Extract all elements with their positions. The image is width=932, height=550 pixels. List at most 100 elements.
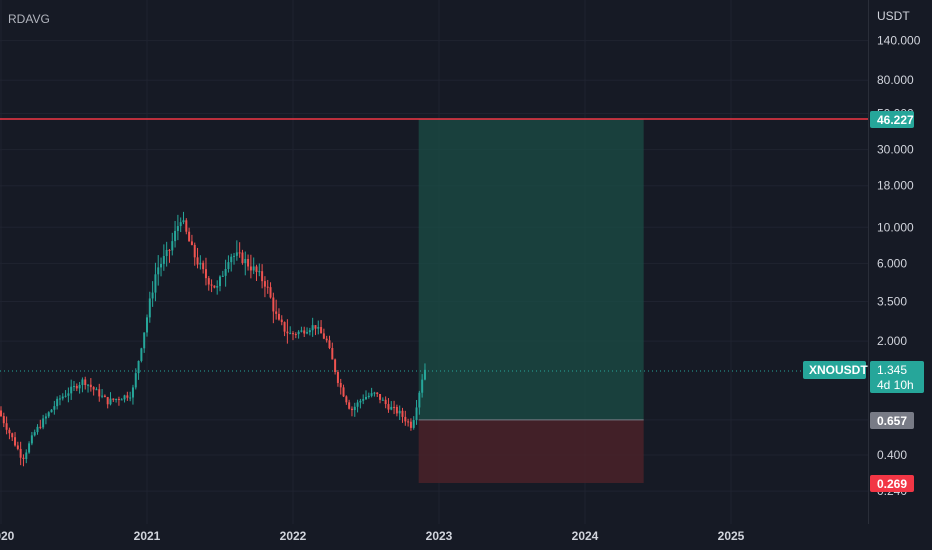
- candle-body: [16, 445, 19, 449]
- candle-body: [336, 372, 339, 383]
- entry-price-badge[interactable]: [870, 412, 914, 429]
- candle-body: [348, 402, 351, 409]
- candle-body: [120, 399, 123, 401]
- candle-body: [308, 330, 311, 333]
- profit-zone[interactable]: [418, 119, 644, 420]
- candle-body: [249, 266, 252, 271]
- candle-body: [334, 359, 337, 373]
- candle-body: [193, 244, 196, 258]
- loss-zone[interactable]: [418, 419, 644, 483]
- candle-body: [123, 395, 126, 400]
- candle-body: [171, 241, 174, 251]
- candle-body: [258, 271, 261, 273]
- candle-body: [73, 385, 75, 387]
- candle-body: [401, 410, 404, 417]
- candle-body: [219, 276, 221, 287]
- candle-body: [131, 387, 134, 398]
- candle-body: [44, 416, 47, 419]
- candle-body: [342, 387, 345, 397]
- candle-body: [328, 340, 331, 349]
- candle-body: [182, 220, 185, 223]
- candle-body: [185, 220, 188, 232]
- candle-body: [58, 398, 61, 400]
- position-zones: [418, 119, 644, 483]
- candle-body: [353, 406, 356, 411]
- candle-body: [244, 259, 247, 264]
- candle-body: [261, 271, 264, 282]
- candle-body: [263, 281, 266, 287]
- stop-price-value: 0.269: [877, 477, 907, 491]
- x-tick-label: 2021: [134, 529, 161, 543]
- candle-body: [387, 404, 390, 410]
- source-label: RDAVG: [8, 12, 50, 26]
- candle-body: [89, 384, 92, 388]
- candle-body: [25, 452, 28, 459]
- candle-body: [67, 393, 70, 396]
- candle-body: [36, 426, 39, 433]
- candle-body: [404, 416, 407, 422]
- candle-body: [317, 327, 320, 329]
- candle-body: [202, 262, 205, 270]
- candle-body: [78, 384, 81, 389]
- candle-body: [367, 395, 370, 397]
- target-price-badge[interactable]: [870, 111, 914, 128]
- candle-body: [409, 421, 412, 428]
- target-price-value: 46.227: [877, 113, 914, 127]
- candle-body: [126, 395, 129, 398]
- candle-body: [252, 266, 255, 271]
- candle-body: [350, 408, 353, 411]
- candle-body: [143, 332, 146, 349]
- candle-body: [154, 274, 157, 293]
- y-tick-label: 140.000: [877, 34, 921, 48]
- candle-body: [230, 256, 233, 263]
- candle-body: [190, 241, 193, 245]
- candle-body: [289, 333, 292, 335]
- y-tick-label: 0.400: [877, 448, 907, 462]
- stop-price-badge[interactable]: [870, 475, 914, 492]
- candle-body: [362, 399, 365, 401]
- candle-body: [47, 412, 50, 417]
- candle-body: [381, 399, 384, 401]
- candle-body: [376, 392, 379, 394]
- x-tick-label: 2022: [280, 529, 307, 543]
- candle-body: [423, 369, 426, 380]
- candle-body: [339, 382, 342, 388]
- x-tick-label: 2025: [718, 529, 745, 543]
- y-tick-label: 2.000: [877, 334, 907, 348]
- candle-body: [160, 263, 163, 268]
- candle-body: [30, 435, 33, 444]
- candle-body: [14, 437, 17, 446]
- candle-body: [39, 426, 42, 428]
- candle-body: [283, 322, 286, 332]
- candle-body: [398, 410, 401, 414]
- candle-body: [103, 395, 106, 398]
- candle-body: [365, 396, 367, 400]
- candle-body: [33, 432, 36, 436]
- candle-body: [393, 406, 396, 408]
- candle-body: [221, 275, 224, 277]
- symbol-badge[interactable]: [803, 361, 866, 379]
- x-tick-label: 2024: [572, 529, 599, 543]
- candle-body: [174, 230, 177, 242]
- candle-body: [213, 285, 216, 288]
- y-tick-label: 80.000: [877, 73, 914, 87]
- candle-body: [0, 410, 2, 417]
- candle-body: [356, 402, 359, 407]
- candle-body: [56, 398, 59, 407]
- candle-body: [294, 334, 297, 336]
- candle-body: [11, 433, 14, 438]
- candle-body: [134, 373, 137, 388]
- candle-body: [345, 396, 348, 403]
- candle-body: [331, 348, 334, 360]
- entry-price-value: 0.657: [877, 414, 907, 428]
- current-price-badge[interactable]: [870, 361, 924, 393]
- candle-body: [70, 386, 73, 394]
- candle-body: [418, 392, 421, 408]
- candle-body: [199, 262, 202, 265]
- candle-body: [50, 409, 53, 413]
- candle-body: [146, 317, 148, 333]
- candle-body: [95, 389, 98, 391]
- candle-body: [81, 379, 84, 385]
